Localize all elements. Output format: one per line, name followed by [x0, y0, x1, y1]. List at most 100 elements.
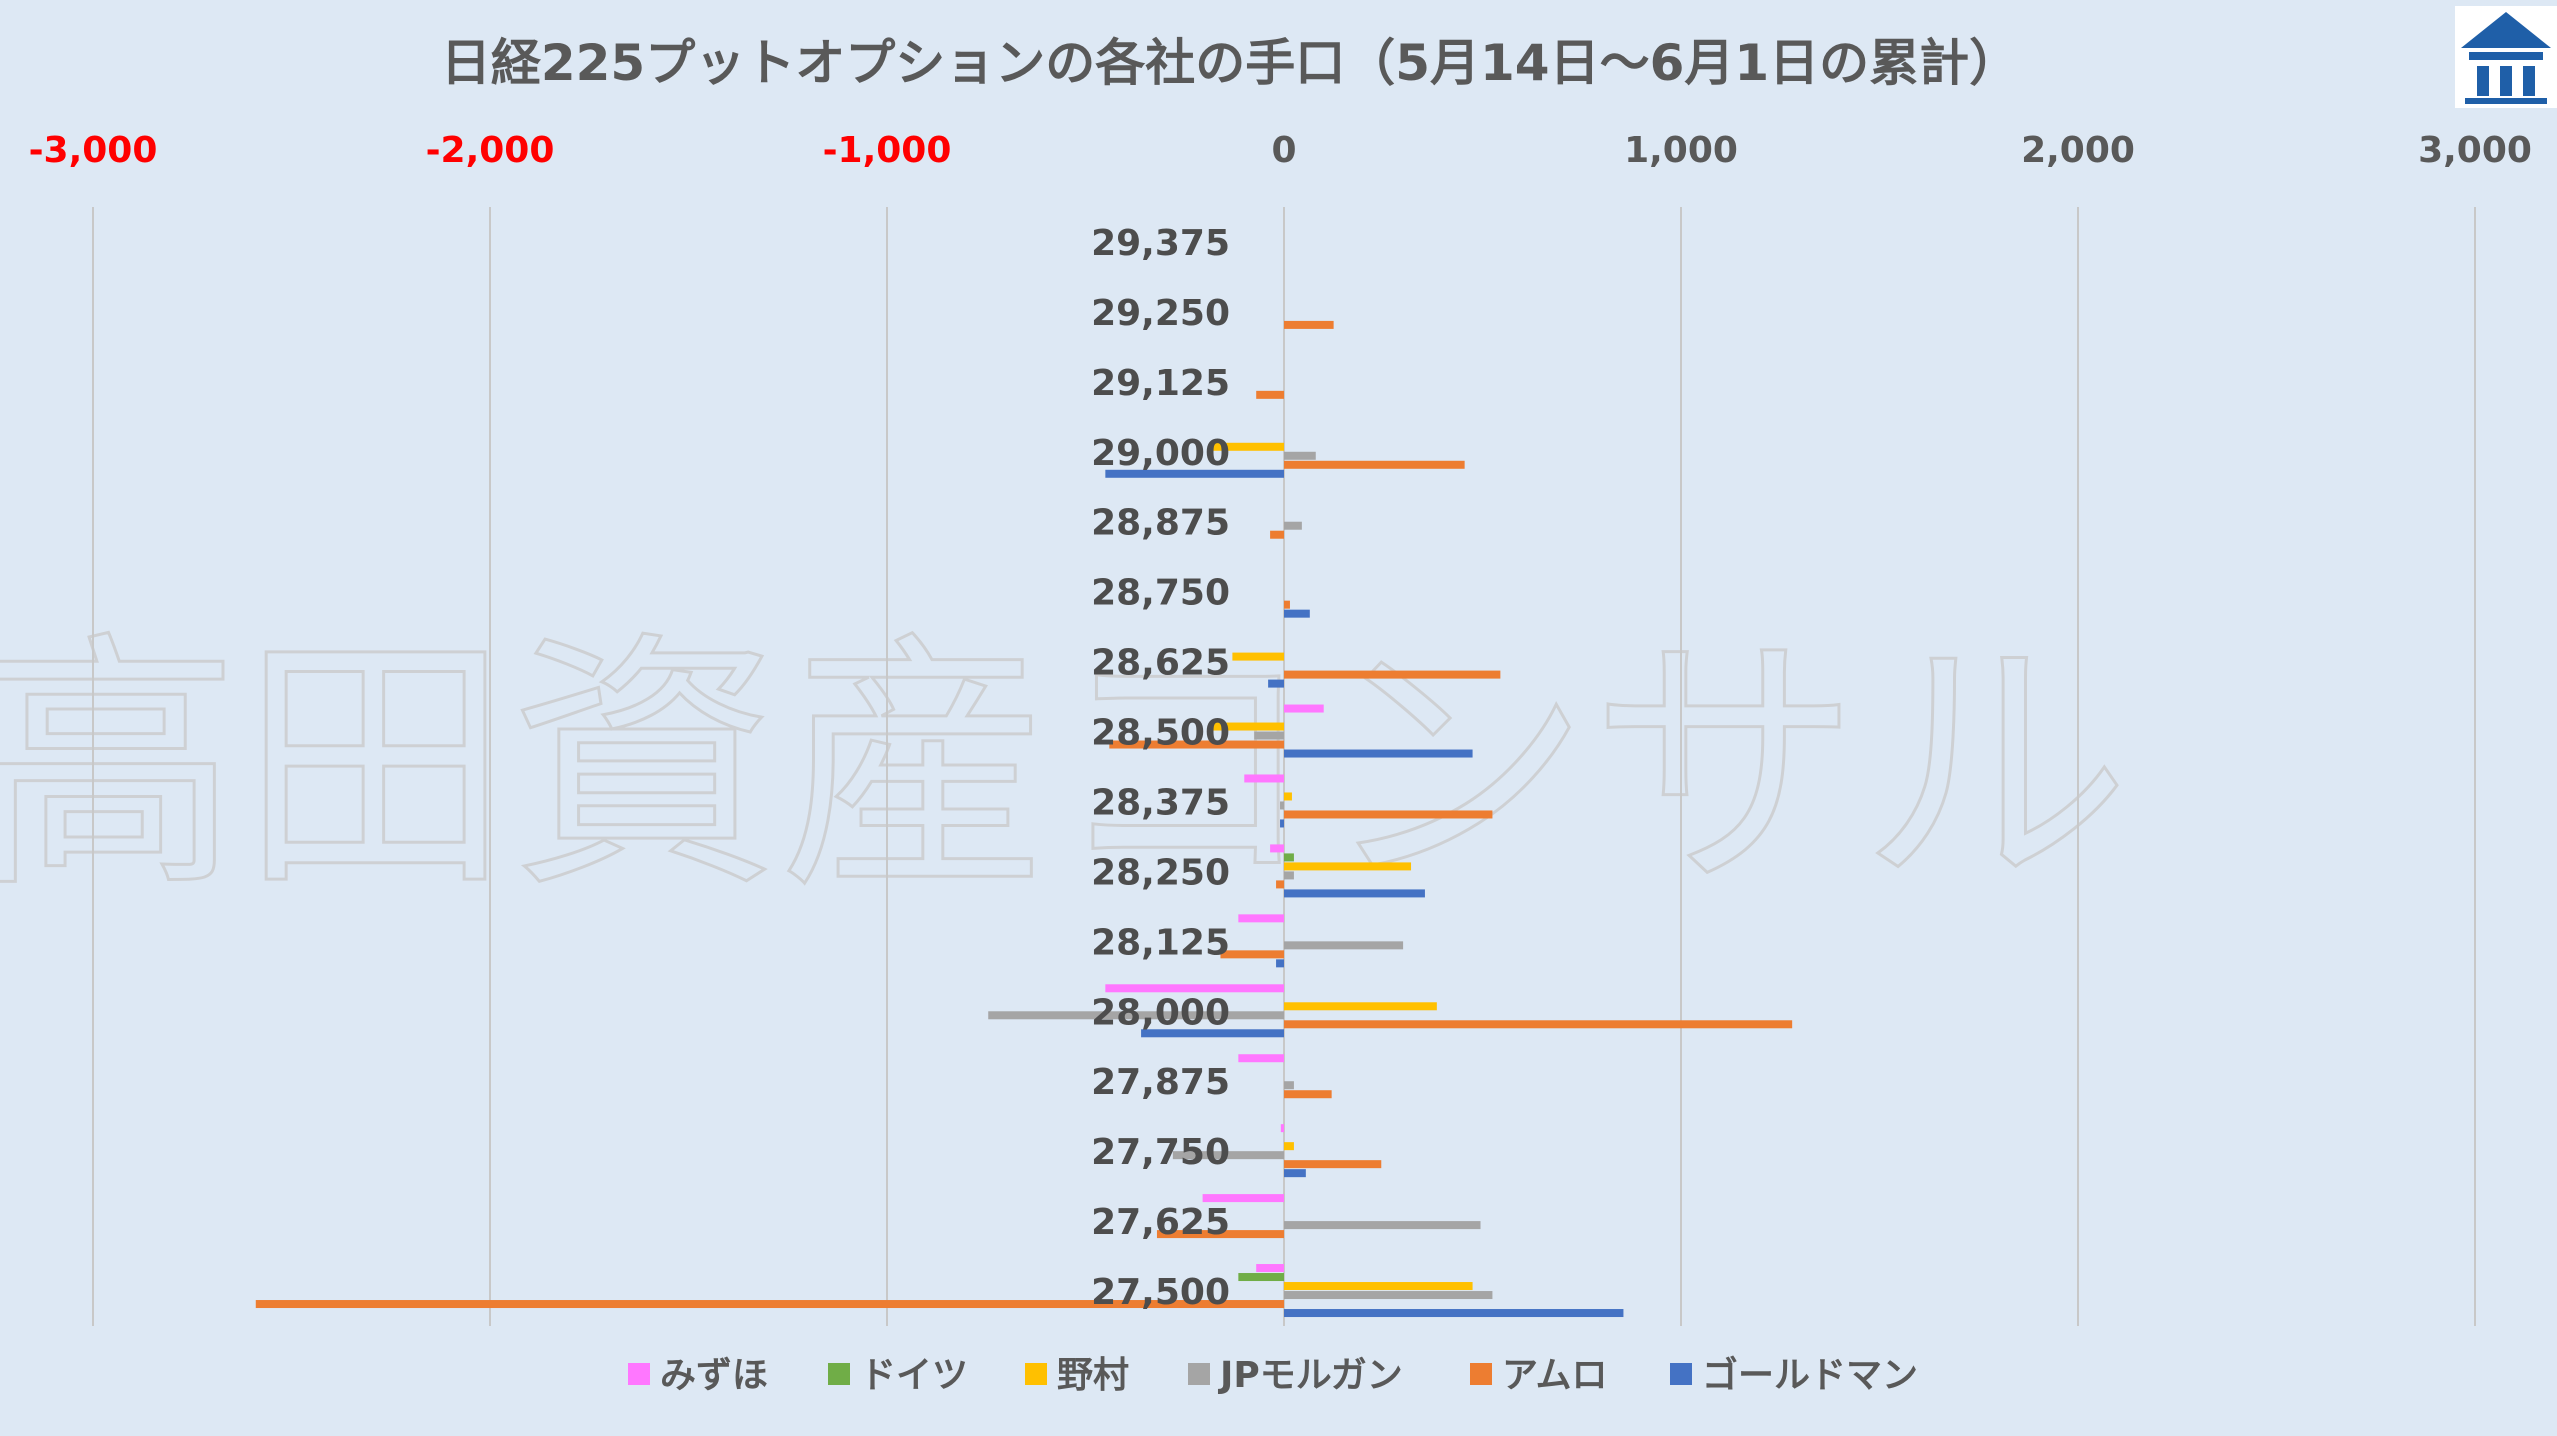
- bar: [1284, 889, 1425, 898]
- bar: [1172, 1151, 1284, 1160]
- x-tick-label: 1,000: [1624, 130, 1738, 171]
- y-tick-label: 28,250: [1091, 852, 1230, 893]
- x-tick-label: -3,000: [29, 130, 158, 171]
- bar: [1284, 600, 1290, 609]
- bar: [1280, 801, 1284, 810]
- y-tick-label: 27,750: [1091, 1132, 1230, 1173]
- gridlines: [92, 207, 2476, 1326]
- bar: [1284, 941, 1404, 950]
- bar: [255, 1300, 1284, 1309]
- bar: [1270, 844, 1284, 853]
- bar: [1284, 670, 1501, 679]
- bar: [1284, 853, 1294, 862]
- bar: [1284, 1142, 1294, 1151]
- bar: [1105, 469, 1284, 478]
- bar: [1284, 862, 1412, 871]
- bar: [1238, 914, 1284, 923]
- legend-label: JPモルガン: [1217, 1355, 1403, 1396]
- bar: [1284, 1160, 1382, 1169]
- bar: [1284, 792, 1292, 801]
- y-tick-label: 27,875: [1091, 1062, 1230, 1103]
- bar: [1284, 871, 1294, 880]
- bar: [988, 1011, 1284, 1020]
- bar: [1284, 1081, 1294, 1090]
- legend-swatch: [628, 1363, 650, 1385]
- y-tick-label: 28,500: [1091, 713, 1230, 754]
- legend: みずほ ドイツ 野村 JPモルガン アムロ ゴールドマン: [628, 1354, 1918, 1396]
- bar: [1212, 442, 1284, 451]
- bar: [1270, 530, 1284, 539]
- bar: [1254, 731, 1284, 740]
- x-axis-tick-labels: -3,000 -2,000 -1,000 0 1,000 2,000 3,000: [29, 130, 2532, 171]
- bar: [1156, 1230, 1284, 1239]
- y-tick-label: 28,375: [1091, 782, 1230, 823]
- legend-label: ドイツ: [860, 1355, 968, 1396]
- bar: [1284, 704, 1324, 713]
- bar: [1105, 984, 1284, 993]
- y-tick-label: 29,125: [1091, 363, 1230, 404]
- legend-swatch: [1670, 1363, 1692, 1385]
- legend-swatch: [1470, 1363, 1492, 1385]
- legend-label: ゴールドマン: [1702, 1354, 1918, 1396]
- bar: [1238, 1054, 1284, 1063]
- bar: [1284, 1090, 1332, 1099]
- logo-roof: [2461, 12, 2551, 48]
- y-tick-label: 28,625: [1091, 643, 1230, 684]
- bar: [1256, 390, 1284, 399]
- bar: [1276, 959, 1284, 968]
- y-tick-label: 28,000: [1091, 992, 1230, 1033]
- bar: [1284, 320, 1334, 329]
- bar: [1284, 1169, 1306, 1178]
- x-tick-label: 0: [1271, 130, 1296, 171]
- bar: [1268, 679, 1284, 688]
- bar: [1284, 749, 1473, 758]
- bar: [1284, 1020, 1793, 1029]
- logo-base: [2465, 98, 2547, 104]
- bar: [1284, 810, 1493, 819]
- bar: [1109, 740, 1284, 749]
- logo-pillar-middle: [2500, 66, 2512, 96]
- x-tick-label: 2,000: [2021, 130, 2135, 171]
- bar: [1284, 521, 1302, 530]
- bar: [1212, 722, 1284, 731]
- bar: [1284, 451, 1316, 460]
- bar: [1284, 460, 1465, 469]
- y-tick-label: 27,500: [1091, 1272, 1230, 1313]
- bar: [1284, 1282, 1473, 1291]
- x-tick-label: -1,000: [823, 130, 952, 171]
- y-axis-category-labels: 29,375 29,250 29,125 29,000 28,875 28,750 28,6…: [1091, 223, 1230, 1313]
- watermark-layer: 高田資産コンサル: [0, 608, 2132, 926]
- bars: [255, 320, 1793, 1318]
- bar: [1256, 1264, 1284, 1273]
- y-tick-label: 28,875: [1091, 503, 1230, 544]
- y-tick-label: 28,125: [1091, 922, 1230, 963]
- bar: [1220, 950, 1284, 959]
- legend-swatch: [1025, 1363, 1047, 1385]
- bar: [1276, 880, 1284, 889]
- y-tick-label: 29,375: [1091, 223, 1230, 264]
- legend-swatch: [828, 1363, 850, 1385]
- x-tick-label: -2,000: [426, 130, 555, 171]
- chart-title: 日経225プットオプションの各社の手口（5月14日～6月1日の累計）: [441, 34, 2019, 92]
- bar: [1280, 1124, 1284, 1133]
- bar: [1284, 609, 1310, 618]
- bar: [1232, 652, 1284, 661]
- legend-swatch: [1188, 1363, 1210, 1385]
- y-tick-label: 29,000: [1091, 433, 1230, 474]
- bar: [1244, 774, 1284, 783]
- watermark: 高田資産コンサル: [0, 609, 2130, 924]
- legend-label: 野村: [1057, 1355, 1129, 1396]
- logo-pillar-left: [2477, 66, 2489, 96]
- bar: [1238, 1273, 1284, 1282]
- y-tick-label: 28,750: [1091, 573, 1230, 614]
- y-tick-label: 27,625: [1091, 1202, 1230, 1243]
- bar: [1284, 1221, 1481, 1230]
- bar: [1284, 1002, 1437, 1011]
- logo-pillar-right: [2523, 66, 2535, 96]
- x-tick-label: 3,000: [2418, 130, 2532, 171]
- bar: [1141, 1029, 1284, 1038]
- logo-beam: [2469, 52, 2543, 60]
- y-tick-label: 29,250: [1091, 293, 1230, 334]
- bar: [1284, 1309, 1624, 1318]
